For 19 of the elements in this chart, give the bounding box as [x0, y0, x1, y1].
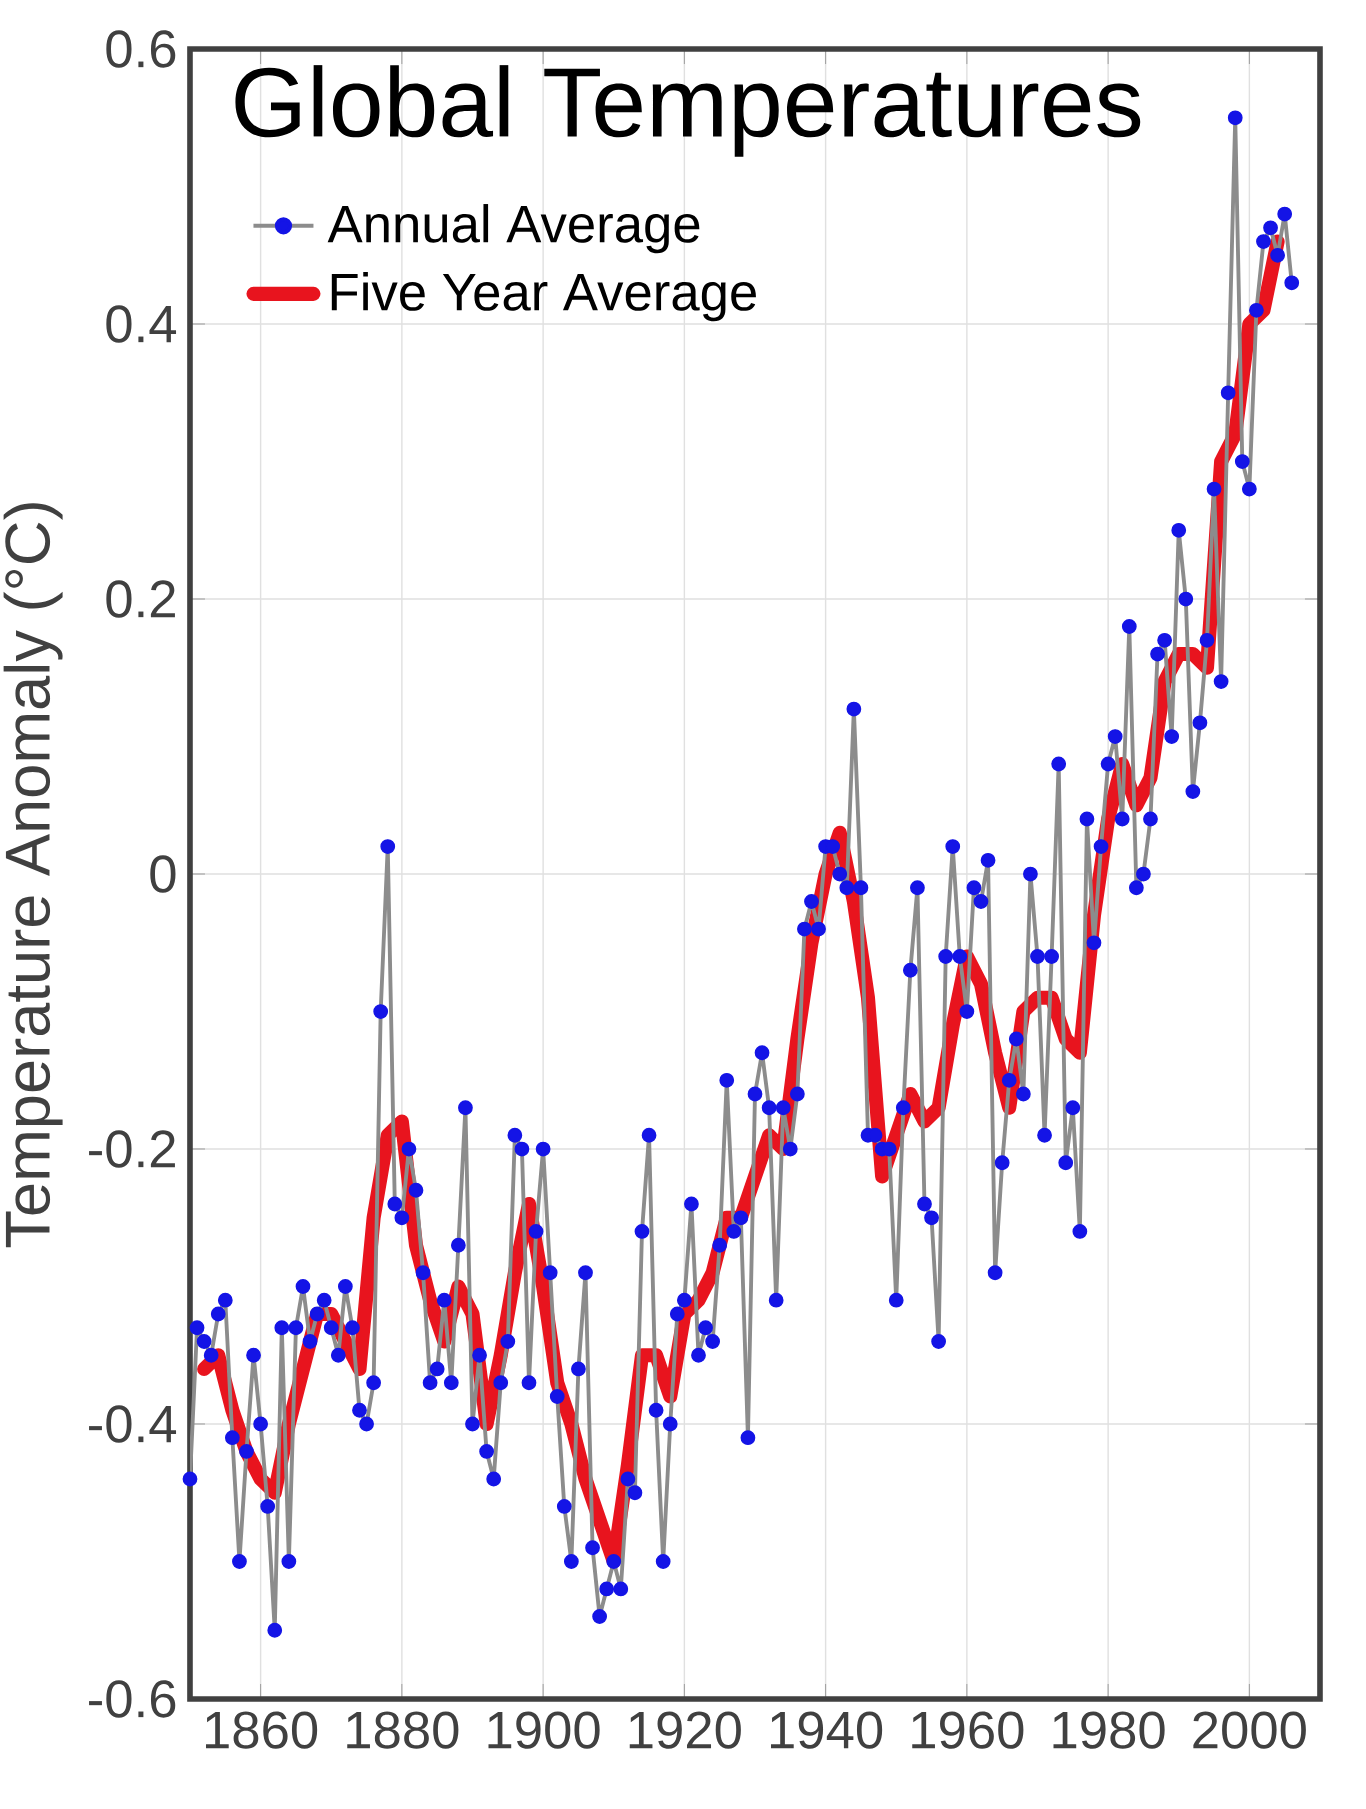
x-tick-label: 1920: [629, 1711, 741, 1749]
x-tick-label: 1900: [488, 1711, 600, 1749]
x-tick-label: 1960: [912, 1711, 1024, 1749]
y-tick-label: -0.6: [89, 1680, 176, 1718]
y-tick-label: 0.6: [106, 30, 176, 68]
legend-label: Annual Average: [327, 204, 700, 254]
y-tick-label: -0.2: [89, 1130, 175, 1168]
legend-label: Five Year Average: [331, 272, 756, 322]
x-tick-label: 1880: [347, 1711, 459, 1749]
x-tick-label: 1980: [1053, 1711, 1165, 1749]
x-tick-label: 1940: [771, 1711, 883, 1749]
x-tick-label: 2000: [1193, 1711, 1306, 1749]
y-axis-title: Temperature Anomaly (°C): [3, 503, 63, 1248]
x-tick-label: 1860: [206, 1711, 318, 1749]
y-tick-label: 0: [150, 855, 176, 893]
y-tick-label: 0.2: [106, 580, 175, 618]
y-tick-label: 0.4: [106, 305, 177, 343]
chart-title: Global Temperatures: [235, 65, 1141, 157]
y-tick-label: -0.4: [89, 1405, 177, 1443]
